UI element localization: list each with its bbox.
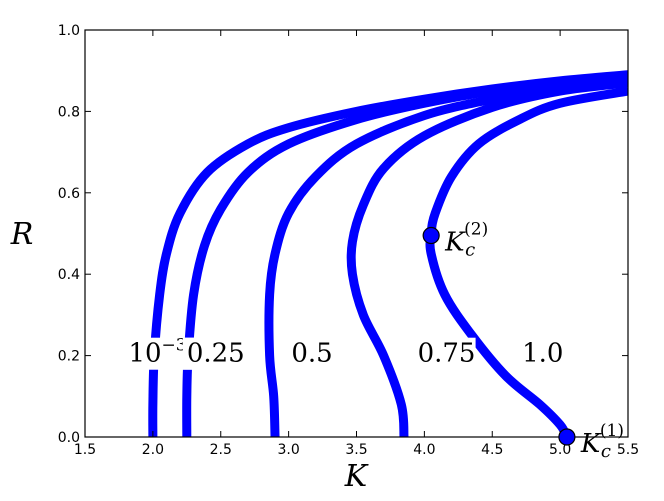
curves-group xyxy=(148,70,628,437)
curve-label-1: 0.25 xyxy=(182,337,245,370)
x-axis-label: K xyxy=(344,459,369,494)
svg-text:(1): (1) xyxy=(600,421,624,441)
y-tick-label: 0.0 xyxy=(58,430,80,446)
series-line-3 xyxy=(346,78,628,437)
svg-text:K: K xyxy=(580,429,602,459)
svg-text:0.25: 0.25 xyxy=(187,339,245,369)
y-tick-label: 0.8 xyxy=(58,104,80,120)
x-tick-label: 4.0 xyxy=(413,442,435,458)
curve-label-3: 0.75 xyxy=(413,337,476,370)
svg-text:K: K xyxy=(444,228,466,258)
y-tick-label: 0.2 xyxy=(58,349,80,365)
y-tick-label: 1.0 xyxy=(58,23,80,39)
series-line-4 xyxy=(425,86,628,437)
svg-text:1.0: 1.0 xyxy=(522,339,563,369)
y-tick-label: 0.6 xyxy=(58,186,80,202)
y-axis-label: R xyxy=(10,217,34,252)
svg-text:c: c xyxy=(465,240,475,261)
ticks-group: 1.5 2.0 2.5 3.0 3.5 4.0 4.5 5.0 5.5 0.0 0.2 0.4 0.6 0… xyxy=(58,23,639,458)
x-tick-label: 2.5 xyxy=(210,442,232,458)
curve-label-4: 1.0 xyxy=(518,337,567,370)
svg-text:0.75: 0.75 xyxy=(418,339,476,369)
marker-Kc1 xyxy=(558,428,576,446)
series-line-2 xyxy=(264,74,628,437)
x-tick-label: 1.5 xyxy=(74,442,96,458)
x-tick-label: 4.5 xyxy=(481,442,503,458)
svg-text:c: c xyxy=(601,441,611,462)
x-tick-label: 5.5 xyxy=(617,442,639,458)
curve-labels-group: 10−3 0.25 0.5 0.75 1.0 xyxy=(124,336,567,370)
curve-label-2: 0.5 xyxy=(287,337,336,370)
x-tick-label: 2.0 xyxy=(142,442,164,458)
x-tick-label: 5.0 xyxy=(549,442,571,458)
svg-text:(2): (2) xyxy=(464,220,488,240)
x-tick-label: 3.5 xyxy=(345,442,367,458)
x-tick-label: 3.0 xyxy=(277,442,299,458)
svg-text:0.5: 0.5 xyxy=(291,339,332,369)
series-line-1 xyxy=(182,72,628,437)
y-tick-label: 0.4 xyxy=(58,267,80,283)
marker-Kc2 xyxy=(422,226,440,245)
